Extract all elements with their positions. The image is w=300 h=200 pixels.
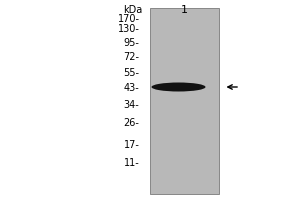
Text: kDa: kDa — [123, 5, 142, 15]
Text: 26-: 26- — [124, 118, 140, 128]
Text: 11-: 11- — [124, 158, 140, 168]
Text: 43-: 43- — [124, 83, 140, 93]
Text: 55-: 55- — [124, 68, 140, 78]
Text: 130-: 130- — [118, 24, 140, 34]
Text: 72-: 72- — [124, 52, 140, 62]
Text: 34-: 34- — [124, 100, 140, 110]
Text: 1: 1 — [181, 5, 188, 15]
Bar — [150, 8, 219, 194]
Text: 95-: 95- — [124, 38, 140, 48]
Text: 17-: 17- — [124, 140, 140, 150]
Ellipse shape — [152, 82, 206, 92]
Text: 170-: 170- — [118, 14, 140, 24]
